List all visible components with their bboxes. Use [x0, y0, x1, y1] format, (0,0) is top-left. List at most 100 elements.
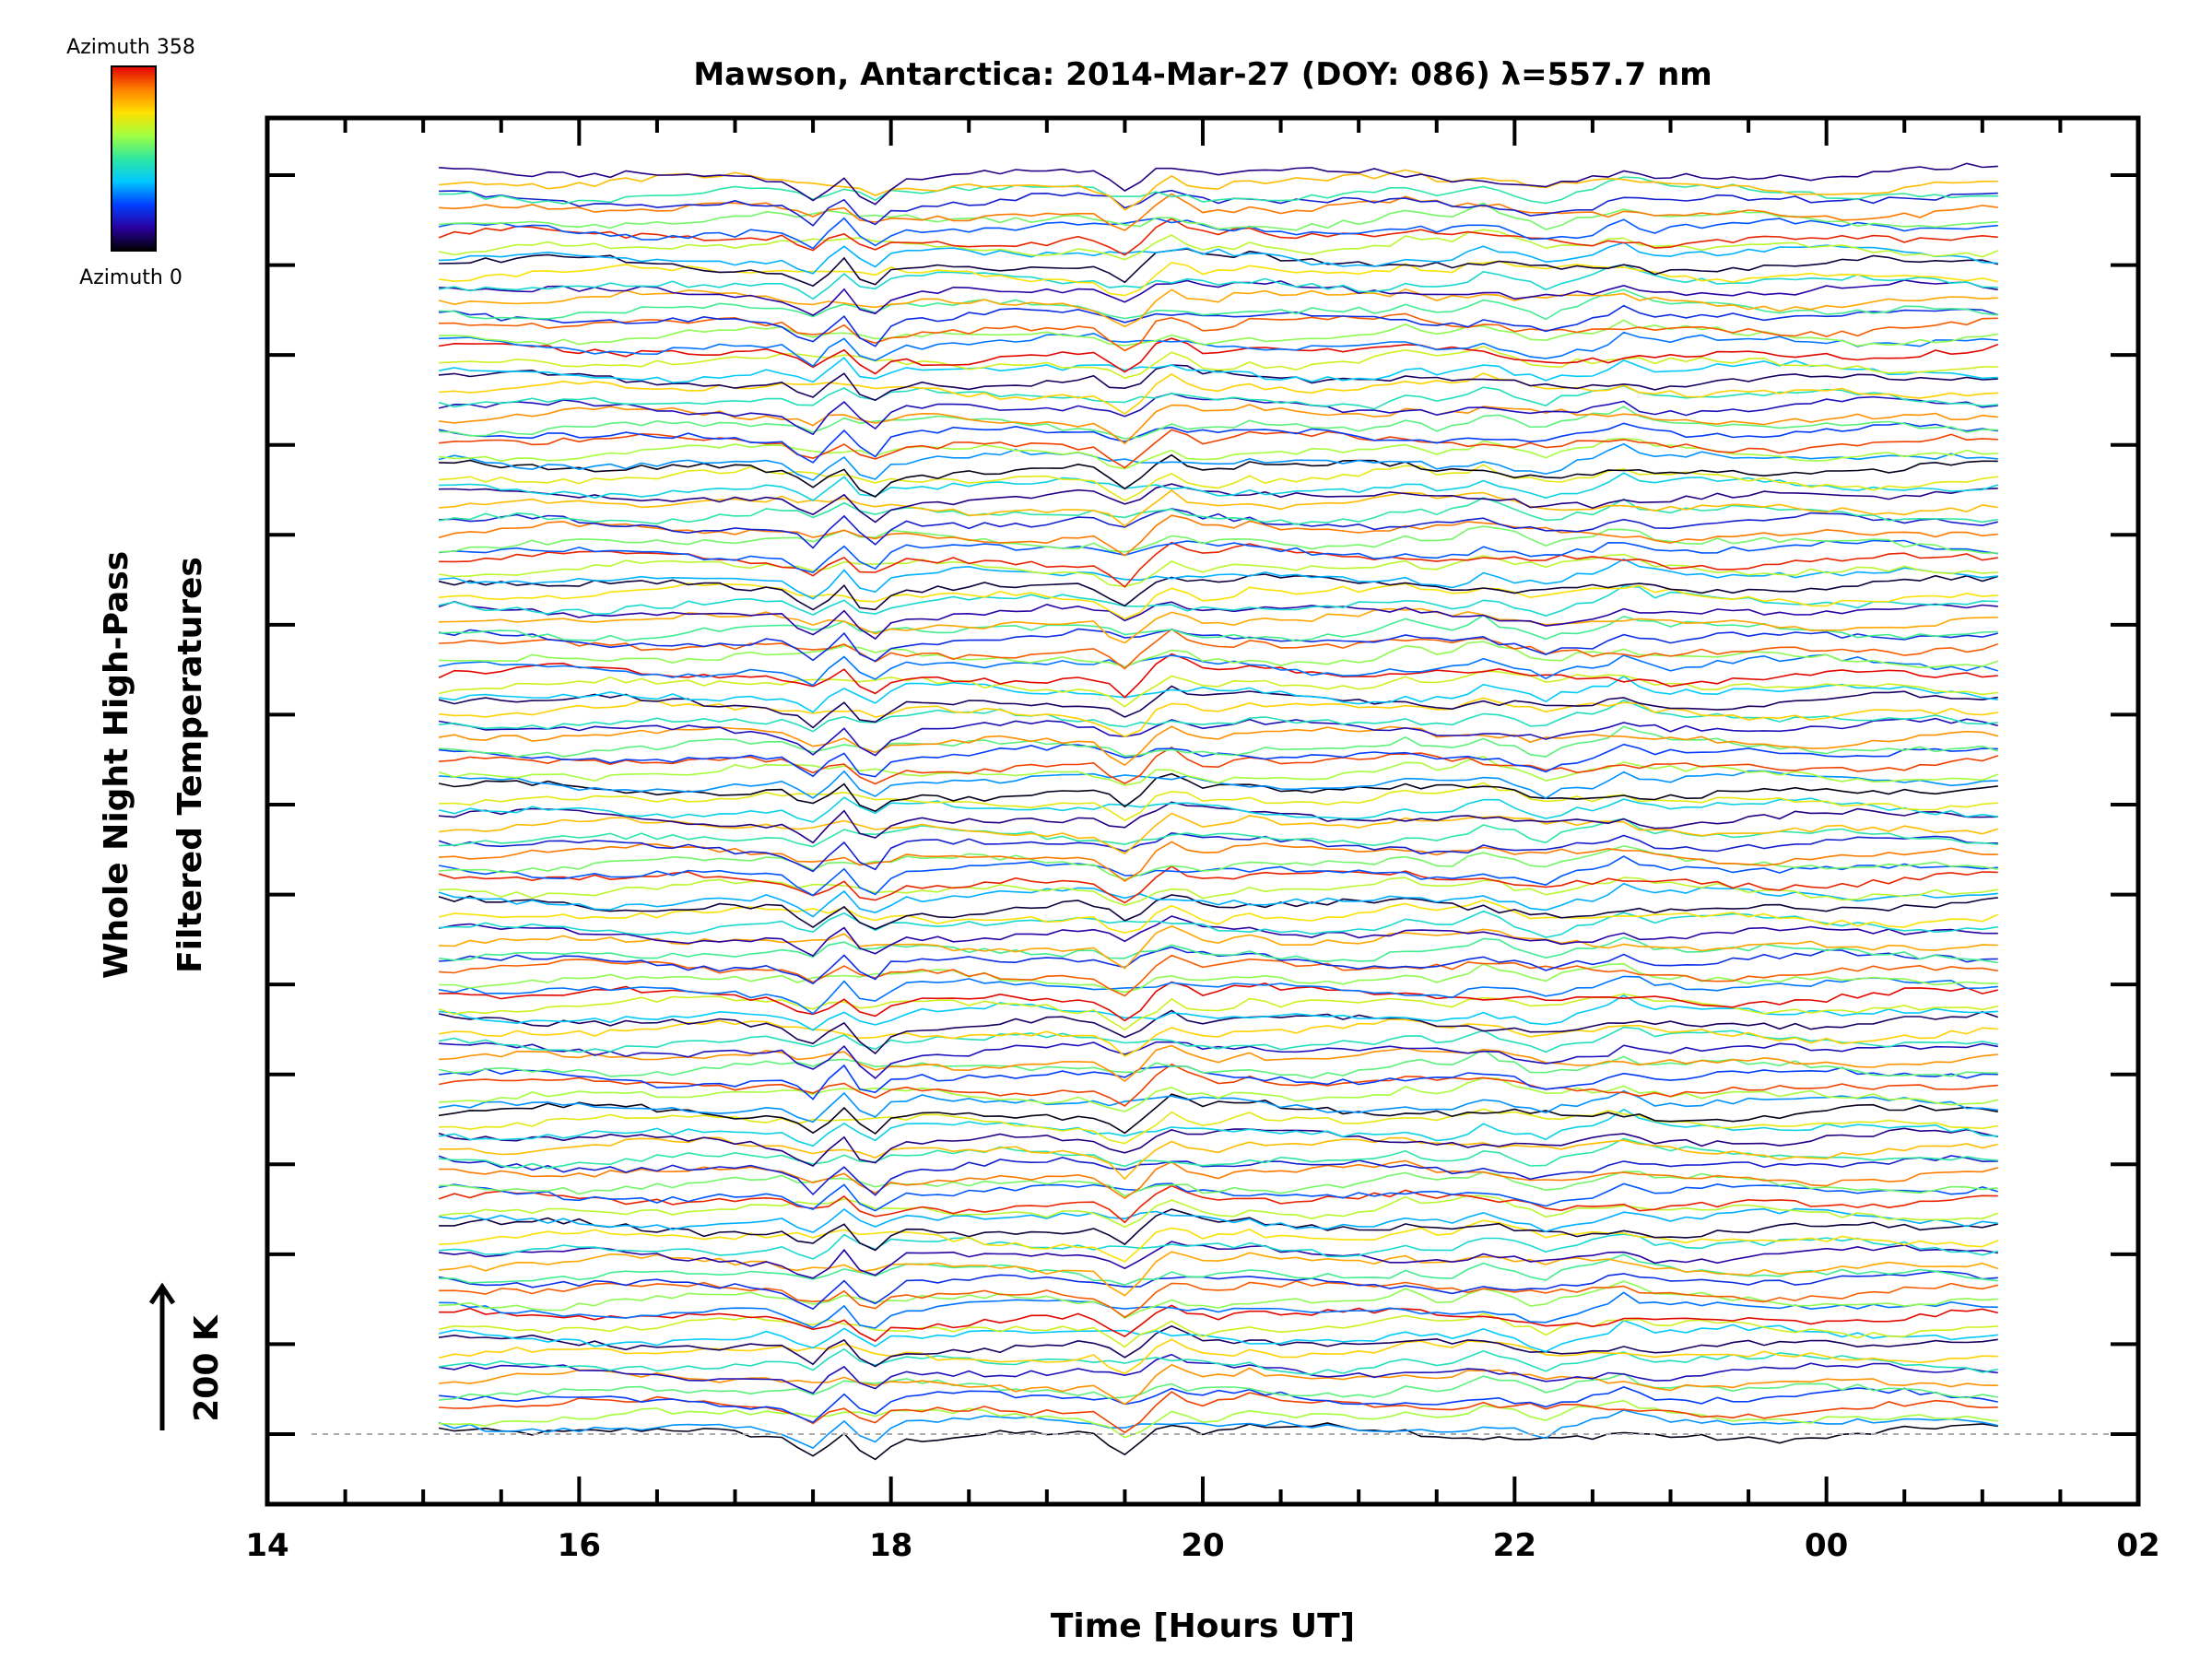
series-line-46 [438, 1009, 1999, 1055]
series-line-55 [439, 924, 1998, 970]
series-line-34 [438, 1108, 1998, 1147]
series-line-29 [439, 1159, 1999, 1199]
series-line-15 [439, 1280, 1998, 1320]
series-line-20 [438, 1241, 1998, 1279]
series-line-9 [438, 1338, 1998, 1375]
series-line-130 [438, 260, 1998, 297]
y-axis-label-line2: Filtered Temperatures [171, 557, 209, 973]
series-line-62 [438, 865, 1998, 904]
x-tick-labels: 14 16 18 20 22 00 02 [245, 1527, 2159, 1564]
series-line-24 [438, 1207, 1998, 1233]
series-line-43 [439, 1041, 1998, 1079]
series-line-109 [438, 442, 1998, 481]
series-line-104 [439, 488, 1998, 527]
series-line-45 [438, 1018, 1998, 1057]
series-line-103 [438, 497, 1998, 525]
series-line-133 [438, 229, 1999, 261]
series-line-0 [438, 1422, 1998, 1461]
series-line-82 [438, 685, 1998, 729]
series-line-117 [439, 372, 1998, 415]
series-line-50 [438, 975, 1998, 1015]
series-line-1 [438, 1409, 1998, 1450]
series-line-116 [438, 384, 1998, 410]
series-line-35 [439, 1108, 1998, 1145]
series-line-86 [438, 653, 1999, 687]
series-line-128 [439, 279, 1998, 317]
series-line-76 [439, 743, 1998, 778]
series-line-56 [438, 915, 1998, 958]
series-line-90 [439, 614, 1998, 642]
series-line-136 [439, 202, 1998, 231]
scale-arrow-head [148, 1282, 176, 1305]
series-line-83 [438, 675, 1998, 713]
series-line-63 [438, 855, 1998, 897]
series-line-53 [439, 946, 1998, 985]
plot-frame [265, 115, 2141, 1507]
scale-bar: 200 K [148, 1282, 226, 1430]
series-line-12 [438, 1312, 1998, 1348]
series-line-6 [439, 1363, 1998, 1406]
series-line-134 [438, 218, 1998, 256]
series-line-59 [438, 894, 1998, 930]
series-line-69 [439, 801, 1998, 844]
series-line-74 [438, 755, 1999, 786]
series-line-119 [438, 357, 1998, 383]
series-line-89 [438, 628, 1998, 663]
series-line-51 [439, 962, 1998, 994]
series-line-140 [439, 169, 1998, 211]
colorbar [111, 65, 157, 252]
series-line-72 [438, 772, 1998, 813]
series-line-19 [439, 1251, 1999, 1297]
series-line-138 [439, 189, 1998, 227]
series-line-97 [438, 553, 1998, 588]
series-line-14 [439, 1291, 1998, 1329]
series-line-42 [439, 1044, 1998, 1083]
x-tick-label: 14 [245, 1527, 288, 1564]
series-line-96 [439, 558, 1998, 600]
series-line-8 [438, 1347, 1998, 1376]
series-line-80 [439, 699, 1998, 733]
series-group [438, 162, 1999, 1461]
series-line-77 [439, 725, 1999, 758]
x-axis-label: Time [Hours UT] [1051, 1607, 1355, 1645]
series-line-11 [438, 1319, 1998, 1353]
series-line-64 [439, 845, 1998, 880]
series-line-47 [439, 994, 1998, 1031]
series-line-58 [438, 899, 1999, 934]
series-line-70 [438, 796, 1998, 823]
series-line-95 [438, 573, 1999, 611]
series-line-17 [438, 1270, 1998, 1311]
series-line-137 [439, 193, 1998, 231]
series-line-67 [439, 818, 1998, 848]
x-tick-label: 22 [1493, 1527, 1536, 1564]
series-line-4 [439, 1386, 1998, 1424]
x-tick-label: 20 [1181, 1527, 1224, 1564]
series-line-105 [439, 483, 1998, 524]
series-line-78 [438, 725, 1998, 767]
scale-bar-label: 200 K [188, 1314, 226, 1422]
series-line-21 [439, 1233, 1998, 1260]
series-line-2 [439, 1399, 1998, 1439]
series-line-124 [439, 312, 1998, 352]
chart-title: Mawson, Antarctica: 2014-Mar-27 (DOY: 08… [693, 56, 1712, 93]
series-line-84 [438, 670, 1998, 708]
series-line-10 [438, 1324, 1998, 1368]
series-line-122 [439, 331, 1998, 368]
series-line-33 [438, 1127, 1998, 1167]
series-line-110 [439, 438, 1998, 470]
series-line-126 [439, 288, 1998, 321]
y-axis-label-line1: Whole Night High-Pass [98, 551, 135, 979]
series-line-99 [439, 539, 1998, 573]
series-line-66 [438, 831, 1998, 873]
series-line-102 [439, 508, 1998, 549]
series-line-98 [439, 541, 1998, 588]
colorbar-label-bottom: Azimuth 0 [79, 266, 182, 289]
series-line-61 [439, 877, 1998, 907]
x-tick-label: 00 [1805, 1527, 1848, 1564]
series-line-94 [439, 582, 1998, 620]
series-line-71 [439, 782, 1998, 822]
series-line-88 [439, 628, 1999, 670]
series-line-111 [439, 429, 1998, 469]
series-line-121 [438, 337, 1999, 375]
